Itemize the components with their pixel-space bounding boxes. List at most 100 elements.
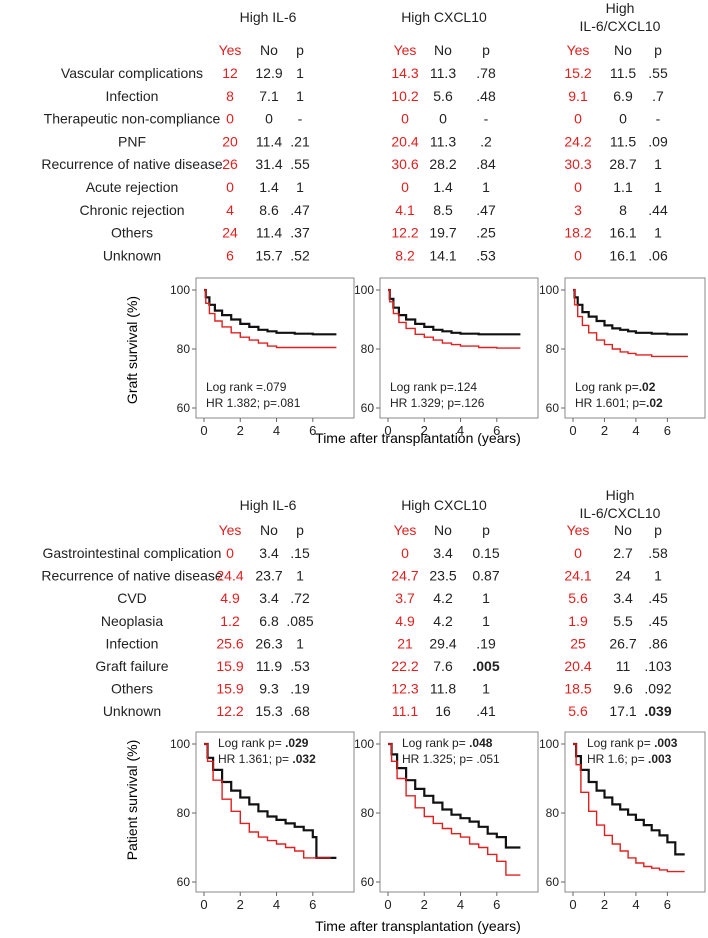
series-line-other <box>204 742 337 859</box>
bottom-table-cell: 15.9 <box>216 681 243 697</box>
bottom-table-cell: 0.15 <box>472 545 499 561</box>
bottom-table-cell: 6.8 <box>259 613 279 629</box>
bottom-table-cell: .45 <box>648 613 668 629</box>
bottom-table-cell: .53 <box>290 658 310 674</box>
bottom-table-cell: 5.6 <box>568 703 588 719</box>
x-tick-label: 0 <box>200 423 207 438</box>
bottom-column-header: No <box>614 522 632 538</box>
survival-chart: 60 80 100 0 2 4 6 Log rank p=.02 HR 1.601; p=.02 <box>539 277 706 438</box>
series-line-high <box>204 289 337 349</box>
chart-annotation: HR 1.382; p=.081 <box>206 396 301 410</box>
top-table-cell: 11.3 <box>430 65 456 81</box>
top-table-cell: 0 <box>574 111 582 127</box>
top-table-cell: 8.5 <box>433 202 453 218</box>
x-tick-label: 2 <box>237 423 244 438</box>
bottom-table-cell: .19 <box>476 635 496 651</box>
top-table-cell: 30.3 <box>564 156 591 172</box>
top-table-cell: - <box>484 111 489 127</box>
top-table-cell: 20 <box>222 133 238 149</box>
top-table-cell: 6.9 <box>613 88 633 104</box>
bottom-row-label: Infection <box>106 635 159 651</box>
top-table-cell: .48 <box>476 88 496 104</box>
bottom-table-cell: 3.4 <box>613 590 633 606</box>
bottom-table-cell: 25.6 <box>216 635 243 651</box>
y-tick-label: 60 <box>177 875 191 889</box>
bottom-table-cell: 5.5 <box>613 613 633 629</box>
bottom-column-header: No <box>434 522 452 538</box>
top-column-header: p <box>654 42 662 58</box>
top-table-cell: .53 <box>476 247 496 263</box>
top-table-cell: 15.2 <box>564 65 591 81</box>
x-tick-label: 6 <box>664 897 671 912</box>
bottom-row-label: Neoplasia <box>101 613 163 629</box>
x-tick-label: 0 <box>569 423 576 438</box>
top-table-cell: 28.2 <box>429 156 456 172</box>
top-table-cell: 1.1 <box>613 179 633 195</box>
bottom-table-cell: 16 <box>435 703 451 719</box>
series-line-other <box>204 288 337 336</box>
y-tick-label: 80 <box>177 806 191 820</box>
top-table-cell: 8 <box>619 202 627 218</box>
top-column-header: Yes <box>394 42 417 58</box>
bottom-table-cell: 0.87 <box>472 568 499 584</box>
bottom-table-cell: 1 <box>296 568 304 584</box>
bottom-table-cell: 20.4 <box>564 658 591 674</box>
bottom-y-axis-title: Patient survival (%) <box>124 740 140 861</box>
top-table-cell: 14.3 <box>391 65 418 81</box>
x-tick-label: 2 <box>601 423 608 438</box>
series-line-high <box>388 743 521 876</box>
chart-annotation: HR 1.6; p= .003 <box>587 752 672 766</box>
top-column-header: Yes <box>219 42 242 58</box>
bottom-table-cell: 25 <box>570 635 586 651</box>
top-table-cell: .37 <box>290 225 310 241</box>
top-row-label: PNF <box>118 133 146 149</box>
bottom-table-cell: 23.7 <box>255 568 282 584</box>
top-group-title: IL-6/CXCL10 <box>580 18 661 34</box>
chart-annotation: Log rank p=.124 <box>390 380 477 394</box>
top-table-cell: 11.5 <box>610 65 636 81</box>
chart-annotation: Log rank p= .003 <box>587 736 678 750</box>
chart-annotation: HR 1.325; p= .051 <box>402 752 500 766</box>
bottom-table-cell: 3.4 <box>259 545 279 561</box>
bottom-table-cell: 12.3 <box>391 681 418 697</box>
top-table-cell: 0 <box>619 111 627 127</box>
chart-annotation: HR 1.601; p=.02 <box>575 396 663 410</box>
x-tick-label: 6 <box>309 897 316 912</box>
top-row-label: Infection <box>106 88 159 104</box>
top-table-cell: 12.9 <box>255 65 282 81</box>
bottom-table-cell: 22.2 <box>391 658 418 674</box>
survival-chart: 60 80 100 0 2 4 6 Log rank =.079 HR 1.382; p=.08… <box>170 277 355 438</box>
bottom-table-cell: .085 <box>286 613 313 629</box>
x-tick-label: 2 <box>421 423 428 438</box>
top-table-cell: 30.6 <box>391 156 418 172</box>
x-tick-label: 4 <box>632 423 639 438</box>
top-table-cell: 3 <box>574 202 582 218</box>
top-table-cell: .09 <box>648 133 668 149</box>
top-group-title: High CXCL10 <box>401 9 487 25</box>
series-line-high <box>573 289 688 358</box>
survival-chart: 60 80 100 0 2 4 6 Log rank p= .048 HR 1.325; p= … <box>354 731 539 912</box>
top-table-cell: - <box>298 111 303 127</box>
bottom-table-cell: .039 <box>644 703 671 719</box>
top-table-cell: 19.7 <box>429 225 456 241</box>
top-table-cell: 1 <box>482 179 490 195</box>
chart-frame <box>195 731 355 893</box>
top-table: High IL-6 Yes No p High CXCL10 Yes No p High IL-6… <box>41 0 668 263</box>
top-table-cell: 11.5 <box>610 133 636 149</box>
bottom-table-cell: 15.9 <box>216 658 243 674</box>
bottom-table-cell: 11.9 <box>256 658 282 674</box>
x-tick-label: 4 <box>457 423 464 438</box>
top-row-label: Recurrence of native disease <box>41 156 223 172</box>
bottom-table-cell: 15.3 <box>255 703 282 719</box>
series-line-other <box>388 742 521 849</box>
chart-annotation: Log rank p= .048 <box>402 736 493 750</box>
bottom-column-header: p <box>296 522 304 538</box>
bottom-table-cell: 1 <box>482 590 490 606</box>
top-table-cell: .55 <box>648 65 668 81</box>
bottom-group-title: High CXCL10 <box>401 497 487 513</box>
bottom-table-cell: 21 <box>397 635 413 651</box>
top-row-label: Chronic rejection <box>79 202 184 218</box>
top-y-axis-title: Graft survival (%) <box>124 296 140 404</box>
chart-frame <box>564 731 706 893</box>
top-table-cell: .7 <box>652 88 664 104</box>
